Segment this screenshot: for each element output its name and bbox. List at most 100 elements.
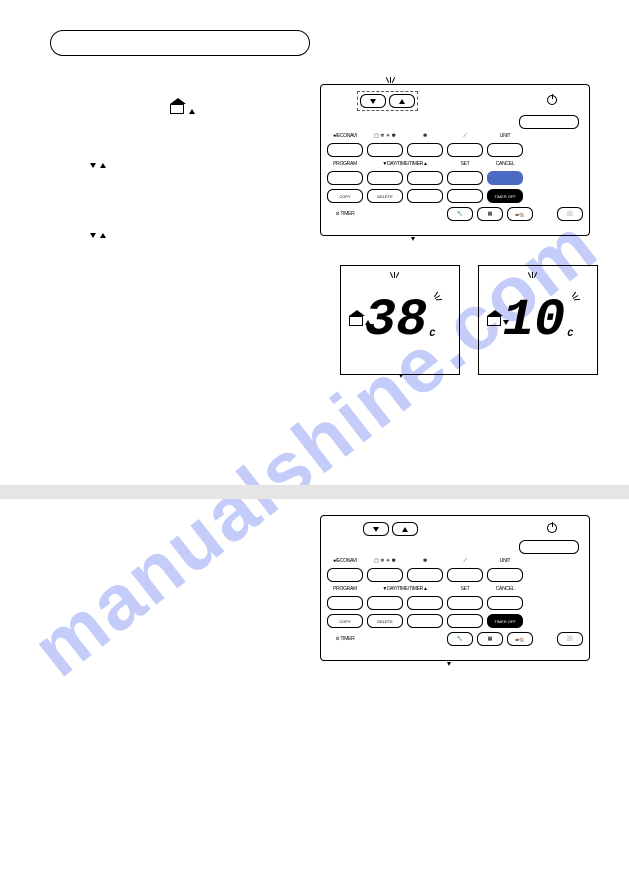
callout-arrow-1	[411, 237, 415, 241]
timeroff-button[interactable]: TIMER OFF	[487, 614, 523, 628]
label-set: SET	[447, 161, 483, 167]
blank-btn-1[interactable]	[407, 614, 443, 628]
copy-button[interactable]: COPY	[327, 189, 363, 203]
icon-line-3	[90, 232, 300, 242]
label-econavi: ●/ECONAVI	[327, 558, 363, 564]
instructions-left-2	[50, 515, 300, 655]
copy-button[interactable]: COPY	[327, 614, 363, 628]
remote2-row3-labels: PROGRAM ▼DAY/TIME/TIMER▲ SET CANCEL	[327, 586, 583, 592]
power-icon	[547, 523, 557, 533]
label-daytime: ▼DAY/TIME/TIMER▲	[367, 161, 443, 167]
blank-btn-2[interactable]	[447, 614, 483, 628]
timer-label: ⊘ TIMER	[327, 636, 363, 642]
temp-down-button[interactable]	[363, 522, 389, 536]
tool-button[interactable]: 🔧	[447, 207, 473, 221]
up-tri-icon	[100, 163, 106, 168]
mode-icons: ▢ ❄ ☀ ✽	[367, 558, 403, 564]
remote-control-diagram-2: ●/ECONAVI ▢ ❄ ☀ ✽ ✽ ⟋ UNIT PROGRAM ▼DAY/…	[320, 515, 590, 661]
econavi-button[interactable]	[327, 143, 363, 157]
power-button[interactable]	[519, 115, 579, 129]
day-down-button[interactable]	[367, 596, 403, 610]
program-button[interactable]	[327, 596, 363, 610]
section-separator	[0, 485, 629, 499]
blank-btn-2[interactable]	[447, 189, 483, 203]
up-arrow-icon	[189, 109, 195, 114]
instructions-left	[50, 84, 300, 241]
power-icon	[547, 95, 557, 105]
section-2: ●/ECONAVI ▢ ❄ ☀ ✽ ✽ ⟋ UNIT PROGRAM ▼DAY/…	[50, 515, 599, 661]
digits-38: 38C	[365, 291, 435, 350]
mode-icons: ▢ ❄ ☀ ✽	[367, 133, 403, 139]
label-daytime: ▼DAY/TIME/TIMER▲	[367, 586, 443, 592]
callout-arrow-lcd1	[399, 374, 403, 378]
swap-button[interactable]: ⇄/🏠	[507, 207, 533, 221]
last-button[interactable]: ⬜	[557, 207, 583, 221]
delete-button[interactable]: DELETE	[367, 189, 403, 203]
fan-button[interactable]	[407, 143, 443, 157]
label-unit: UNIT	[487, 133, 523, 139]
page-content: ●/ECONAVI ▢ ❄ ☀ ✽ ✽ ⟋ UNIT PROGRAM ▼DAY/…	[0, 0, 629, 661]
down-tri-icon	[90, 163, 96, 168]
econavi-button[interactable]	[327, 568, 363, 582]
set-button[interactable]	[447, 171, 483, 185]
house-icon	[170, 104, 184, 114]
set-button[interactable]	[447, 596, 483, 610]
label-econavi: ●/ECONAVI	[327, 133, 363, 139]
label-unit: UNIT	[487, 558, 523, 564]
label-fan: ✽	[407, 133, 443, 139]
lcd-upper-limit: 38C	[340, 265, 460, 375]
remote2-top-row	[327, 522, 583, 536]
house-icon	[349, 316, 363, 326]
remote2-row2-labels: ●/ECONAVI ▢ ❄ ☀ ✽ ✽ ⟋ UNIT	[327, 558, 583, 564]
remote1-row3-labels: PROGRAM ▼DAY/TIME/TIMER▲ SET CANCEL	[327, 161, 583, 167]
lcd-lower-limit: 10C	[478, 265, 598, 375]
temp-up-button[interactable]	[392, 522, 418, 536]
swing-button[interactable]	[447, 568, 483, 582]
grid-button[interactable]: ▦	[477, 207, 503, 221]
label-swing: ⟋	[447, 558, 483, 564]
cancel-button[interactable]	[487, 596, 523, 610]
temp-down-button[interactable]	[360, 94, 386, 108]
section-title-box	[50, 30, 310, 56]
day-up-button[interactable]	[407, 171, 443, 185]
label-program: PROGRAM	[327, 586, 363, 592]
remote1-row2-labels: ●/ECONAVI ▢ ❄ ☀ ✽ ✽ ⟋ UNIT	[327, 133, 583, 139]
tool-button[interactable]: 🔧	[447, 632, 473, 646]
house-icon	[487, 316, 501, 326]
remote-control-diagram-1: ●/ECONAVI ▢ ❄ ☀ ✽ ✽ ⟋ UNIT PROGRAM ▼DAY/…	[320, 84, 590, 236]
fan-button[interactable]	[407, 568, 443, 582]
last-button[interactable]: ⬜	[557, 632, 583, 646]
unit-button[interactable]	[487, 143, 523, 157]
label-swing: ⟋	[447, 133, 483, 139]
temp-up-button[interactable]	[389, 94, 415, 108]
unit-button[interactable]	[487, 568, 523, 582]
program-button[interactable]	[327, 171, 363, 185]
label-fan: ✽	[407, 558, 443, 564]
label-set: SET	[447, 586, 483, 592]
icon-line-1	[170, 104, 300, 118]
day-up-button[interactable]	[407, 596, 443, 610]
temp-buttons-group	[357, 91, 418, 111]
label-cancel: CANCEL	[487, 161, 523, 167]
section-1: ●/ECONAVI ▢ ❄ ☀ ✽ ✽ ⟋ UNIT PROGRAM ▼DAY/…	[50, 84, 599, 241]
day-down-button[interactable]	[367, 171, 403, 185]
remote1-top-row	[327, 91, 583, 111]
label-cancel: CANCEL	[487, 586, 523, 592]
grid-button[interactable]: ▦	[477, 632, 503, 646]
swing-button[interactable]	[447, 143, 483, 157]
timer-label: ⊘ TIMER	[327, 211, 363, 217]
delete-button[interactable]: DELETE	[367, 614, 403, 628]
down-tri-icon-2	[90, 233, 96, 238]
blank-btn-1[interactable]	[407, 189, 443, 203]
mode-button[interactable]	[367, 143, 403, 157]
power-button[interactable]	[519, 540, 579, 554]
swap-button[interactable]: ⇄/🏠	[507, 632, 533, 646]
lcd-displays: 38C 10C	[340, 265, 599, 375]
timeroff-button[interactable]: TIMER OFF	[487, 189, 523, 203]
mode-button[interactable]	[367, 568, 403, 582]
label-program: PROGRAM	[327, 161, 363, 167]
digits-10: 10C	[503, 291, 573, 350]
icon-line-2	[90, 162, 300, 172]
up-tri-icon-2	[100, 233, 106, 238]
cancel-button[interactable]	[487, 171, 523, 185]
